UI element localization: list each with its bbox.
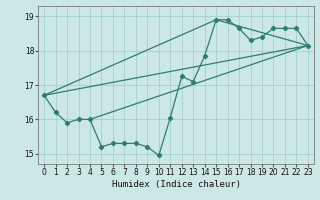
X-axis label: Humidex (Indice chaleur): Humidex (Indice chaleur) [111,180,241,189]
